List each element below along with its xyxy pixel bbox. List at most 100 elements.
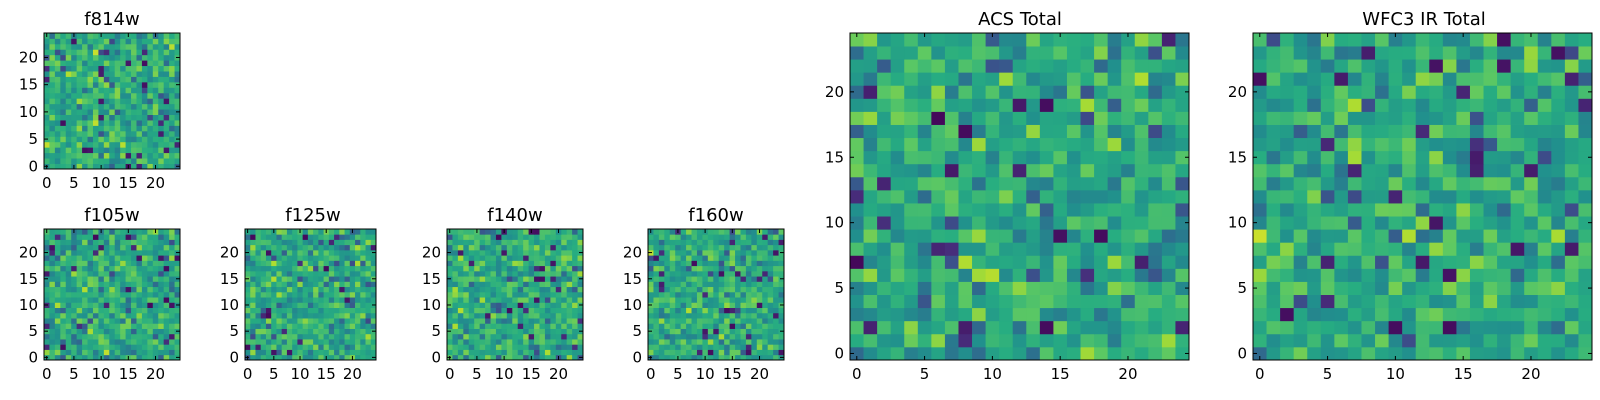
heatmap-cell [163,130,170,137]
heatmap-cell [76,60,83,67]
heatmap-cell [544,328,551,335]
heatmap-cell [756,265,763,272]
heatmap-cell [120,43,126,50]
heatmap-cell [566,307,573,314]
heatmap-cell [485,312,491,319]
heatmap-cell [1551,72,1566,86]
heatmap-cell [985,124,1000,139]
heatmap-cell [313,297,319,303]
heatmap-cell [152,65,159,72]
heatmap-cell [550,302,557,308]
heatmap-cell [125,125,132,132]
heatmap-cell [255,265,262,272]
heatmap-cell [1578,111,1593,125]
heatmap-cell [141,158,148,164]
heatmap-cell [92,318,99,324]
y-tick-label: 20 [825,83,844,101]
heatmap-cell [65,281,72,288]
heatmap-cell [114,297,121,303]
heatmap-cell [1107,320,1122,335]
heatmap-cell [355,281,361,288]
heatmap-cell [917,320,932,335]
heatmap-cell [523,333,529,340]
heatmap-cell [1094,216,1109,230]
heatmap-cell [544,249,551,256]
heatmap-cell [60,98,67,105]
heatmap-cell [457,286,464,293]
heatmap-cell [724,302,730,308]
heatmap-cell [490,244,497,251]
heatmap-cell [958,281,973,295]
heatmap-cell [87,239,94,246]
heatmap-cell [141,109,148,115]
heatmap-cell [566,339,573,345]
heatmap-cell [65,158,72,164]
y-tick-label: 15 [220,270,239,288]
heatmap-cell [1469,98,1484,112]
heatmap-cell [512,328,519,335]
heatmap-cell [863,46,878,60]
heatmap-cell [1456,85,1471,99]
heatmap-cell [169,333,175,340]
heatmap-cell [1307,255,1322,269]
heatmap-cell [572,312,578,319]
heatmap-cell [71,307,78,314]
heatmap-cell [1280,124,1295,139]
heatmap-cell [735,339,741,345]
heatmap-cell [485,281,491,288]
heatmap-cell [691,249,698,256]
heatmap-cell [158,76,165,83]
heatmap-cell [49,260,56,267]
heatmap-cell [718,239,725,246]
heatmap-cell [1483,98,1498,112]
heatmap-cell [452,344,459,350]
heatmap-cell [1510,111,1525,125]
heatmap-cell [136,307,143,314]
heatmap-cell [713,333,720,340]
heatmap-cell [60,244,67,251]
heatmap-cell [109,354,116,361]
heatmap-cell [653,286,660,293]
heatmap-cell [1551,189,1566,204]
heatmap-cell [745,318,752,324]
heatmap-cell [675,307,682,314]
heatmap-cell [174,344,181,350]
heatmap-cell [1053,111,1068,125]
heatmap-cell [109,38,116,45]
heatmap-cell [71,234,78,240]
heatmap-cell [1429,268,1444,282]
heatmap-cell [103,318,110,324]
heatmap-cell [1483,85,1498,99]
heatmap-cell [82,249,88,256]
heatmap-cell [944,150,959,165]
heatmap-cell [169,276,175,282]
heatmap-cell [917,46,932,60]
heatmap-cell [566,291,573,298]
heatmap-cell [131,244,137,251]
heatmap-cell [675,302,682,308]
heatmap-cell [125,120,132,126]
heatmap-cell [702,281,709,288]
heatmap-cell [1012,150,1027,165]
heatmap-cell [114,276,121,282]
heatmap-cell [1039,268,1054,282]
heatmap-cell [1483,150,1498,165]
heatmap-cell [850,59,864,73]
heatmap-cell [495,234,502,240]
heatmap-cell [318,349,324,356]
heatmap-cell [495,349,502,356]
heatmap-cell [778,318,785,324]
heatmap-cell [120,281,126,288]
heatmap-cell [147,307,154,314]
heatmap-cell [572,297,578,303]
heatmap-cell [49,103,56,110]
heatmap-cell [1483,46,1498,60]
heatmap-cell [740,281,747,288]
heatmap-cell [158,152,165,159]
heatmap-cell [136,318,143,324]
heatmap-cell [71,49,78,56]
heatmap-cell [658,354,665,361]
heatmap-cell [1483,203,1498,217]
heatmap-cell [1347,229,1362,243]
heatmap-cell [349,286,356,293]
